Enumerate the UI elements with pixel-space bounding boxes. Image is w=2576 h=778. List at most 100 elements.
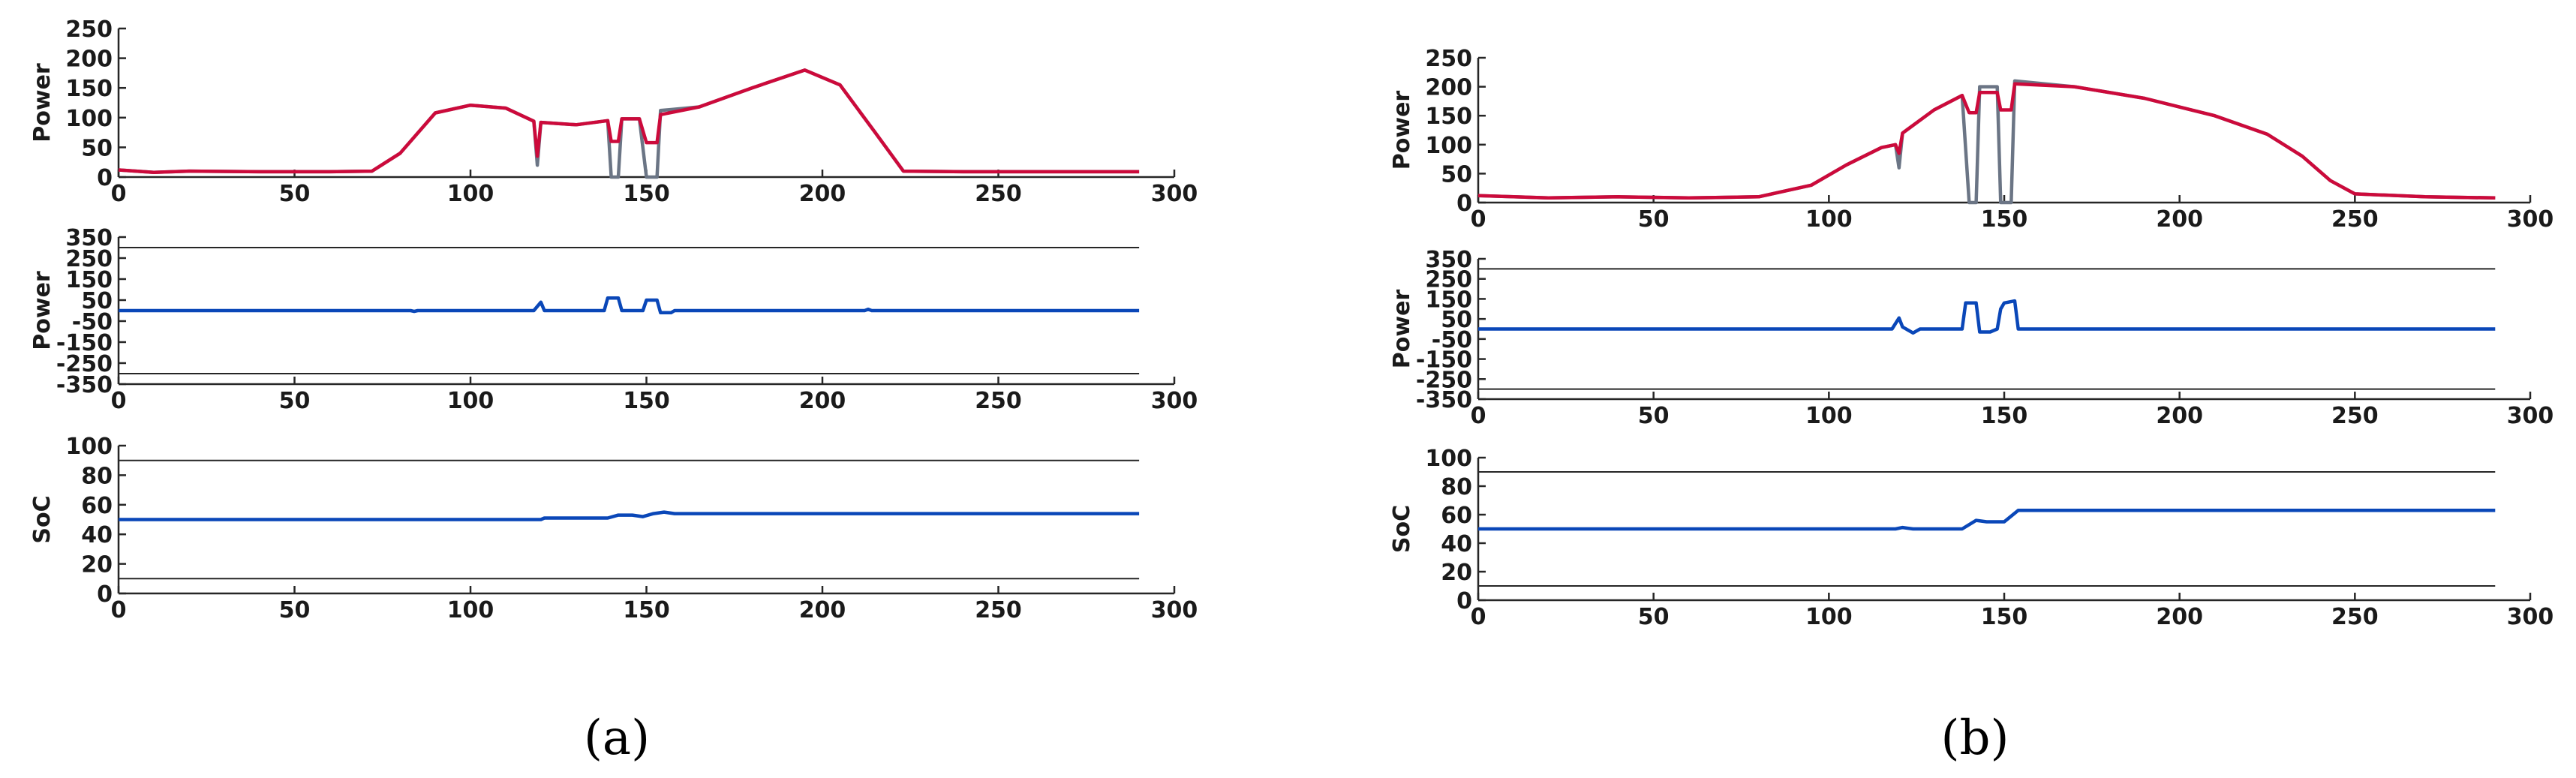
y-tick-label: 60 <box>81 493 113 519</box>
y-tick-label: 250 <box>65 246 113 272</box>
x-tick-label: 200 <box>799 388 846 414</box>
x-tick-label: 300 <box>1151 181 1198 207</box>
series-line-blue <box>119 296 1140 315</box>
y-tick-label: 250 <box>1425 267 1472 293</box>
y-tick-label: -50 <box>1432 327 1472 353</box>
y-tick-label: 40 <box>81 522 113 548</box>
y-tick-label: 50 <box>1441 307 1472 333</box>
y-tick-label: 0 <box>97 165 113 191</box>
x-tick-label: 100 <box>1805 206 1853 233</box>
x-tick-label: 50 <box>1638 403 1670 429</box>
x-tick-label: 250 <box>975 597 1022 623</box>
x-tick-label: 150 <box>1981 206 2028 233</box>
chart-a-power: 0 50 100 150 200 250 300 0 50 100 150 200 250 Power <box>29 17 1198 207</box>
x-tick-label: 200 <box>2156 403 2203 429</box>
y-tick-label: 80 <box>1441 474 1472 500</box>
y-tick-label: 80 <box>81 463 113 489</box>
x-tick-label: 300 <box>2507 604 2554 630</box>
y-tick-label: 20 <box>81 552 113 578</box>
x-tick-label: 200 <box>2156 604 2203 630</box>
y-tick-label: 40 <box>1441 531 1472 557</box>
x-tick-label: 150 <box>1981 604 2028 630</box>
y-tick-label: 150 <box>1425 287 1472 313</box>
x-tick-label: 300 <box>1151 388 1198 414</box>
y-tick-label: 200 <box>65 47 113 73</box>
x-tick-label: 100 <box>447 388 494 414</box>
y-tick-label: 50 <box>81 135 113 161</box>
y-tick-label: -50 <box>72 309 113 335</box>
x-tick-label: 250 <box>2331 604 2379 630</box>
y-tick-label: 100 <box>65 434 113 460</box>
x-tick-label: 100 <box>1805 604 1853 630</box>
y-tick-label: 0 <box>97 581 113 608</box>
x-tick-label: 250 <box>975 181 1022 207</box>
y-axis-label: Power <box>1389 91 1415 170</box>
y-tick-label: -250 <box>56 351 113 377</box>
x-tick-label: 0 <box>111 181 127 207</box>
y-tick-label: 60 <box>1441 503 1472 529</box>
series-line-blue <box>119 510 1140 521</box>
y-tick-label: 100 <box>65 106 113 132</box>
y-tick-label: 350 <box>65 225 113 251</box>
y-tick-label: 0 <box>1456 588 1472 614</box>
x-tick-label: 50 <box>1638 604 1670 630</box>
y-axis-label: Power <box>29 63 56 143</box>
x-tick-label: 200 <box>2156 206 2203 233</box>
x-tick-label: 50 <box>279 388 311 414</box>
y-tick-label: -150 <box>1416 347 1472 374</box>
x-tick-label: 200 <box>799 181 846 207</box>
x-tick-label: 100 <box>447 181 494 207</box>
y-tick-label: 100 <box>1425 446 1472 472</box>
y-axis-label: Power <box>1389 290 1415 369</box>
x-tick-label: 100 <box>1805 403 1853 429</box>
y-axis-label: SoC <box>1389 505 1415 553</box>
x-tick-label: 300 <box>2507 403 2554 429</box>
x-tick-label: 200 <box>799 597 846 623</box>
y-axis-label: SoC <box>29 495 56 543</box>
y-tick-label: 50 <box>81 288 113 314</box>
chart-a-battery: 0 50 100 150 200 250 30035025015050-50-150-250… <box>29 225 1198 414</box>
chart-a-soc: 0 50 100 150 200 250 300 0 20 40 60 80 100 SoC <box>29 434 1198 623</box>
y-tick-label: 50 <box>1441 161 1472 188</box>
x-tick-label: 0 <box>111 388 127 414</box>
y-tick-label: 20 <box>1441 560 1472 586</box>
y-tick-label: 150 <box>65 76 113 102</box>
y-tick-label: -150 <box>56 330 113 356</box>
series-line-red <box>1477 82 2496 200</box>
y-tick-label: 250 <box>1425 46 1472 72</box>
y-axis-label: Power <box>29 271 56 350</box>
x-tick-label: 250 <box>975 388 1022 414</box>
y-tick-label: 100 <box>1425 133 1472 159</box>
x-tick-label: 50 <box>279 181 311 207</box>
x-tick-label: 0 <box>1471 604 1486 630</box>
x-tick-label: 150 <box>623 181 670 207</box>
x-tick-label: 250 <box>2331 206 2379 233</box>
y-tick-label: -350 <box>1416 387 1472 413</box>
x-tick-label: 100 <box>447 597 494 623</box>
x-tick-label: 150 <box>623 597 670 623</box>
x-tick-label: 250 <box>2331 403 2379 429</box>
y-tick-label: 200 <box>1425 75 1472 101</box>
y-tick-label: -350 <box>56 372 113 398</box>
x-tick-label: 0 <box>1471 403 1486 429</box>
y-tick-label: 150 <box>1425 104 1472 130</box>
x-tick-label: 300 <box>1151 597 1198 623</box>
series-line-gray <box>1477 79 2496 205</box>
y-tick-label: 250 <box>65 17 113 43</box>
x-tick-label: 50 <box>1638 206 1670 233</box>
x-tick-label: 50 <box>279 597 311 623</box>
series-line-blue <box>1478 509 2496 531</box>
chart-b-battery: 0 50 100 150 200 250 30035025015050-50-150-250… <box>1389 247 2553 429</box>
caption-a: (a) <box>584 710 650 766</box>
y-tick-label: 150 <box>65 267 113 293</box>
x-tick-label: 300 <box>2507 206 2554 233</box>
x-tick-label: 0 <box>1471 206 1486 233</box>
series-line-gray <box>118 68 1140 179</box>
y-tick-label: 0 <box>1456 191 1472 217</box>
y-tick-label: -250 <box>1416 367 1472 393</box>
x-tick-label: 0 <box>111 597 127 623</box>
caption-b: (b) <box>1941 710 2009 766</box>
